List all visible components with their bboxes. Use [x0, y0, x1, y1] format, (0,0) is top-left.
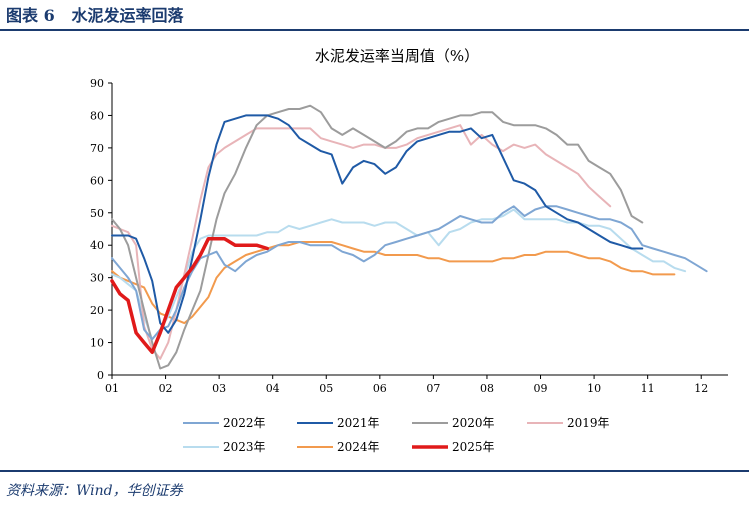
series-line-2019年 [111, 124, 612, 360]
legend-item: 2025年 [412, 440, 495, 454]
legend-item: 2022年 [183, 416, 266, 430]
x-tick-label: 06 [373, 382, 387, 395]
figure-header: 图表 6 水泥发运率回落 [0, 0, 749, 30]
x-tick-label: 12 [694, 382, 708, 395]
legend-item: 2020年 [412, 416, 495, 430]
y-tick-label: 40 [90, 239, 104, 252]
x-tick-label: 02 [159, 382, 173, 395]
series-line-2020年 [111, 104, 644, 370]
y-tick-label: 50 [90, 207, 104, 220]
y-tick-label: 80 [90, 109, 104, 122]
legend-label: 2023年 [223, 440, 266, 454]
legend-label: 2021年 [337, 416, 380, 430]
x-tick-label: 11 [641, 382, 655, 395]
legend-item: 2024年 [297, 440, 380, 454]
legend: 2022年 2021年 2020年 2019年 2023年 2024年 2025年 [183, 416, 610, 454]
y-tick-label: 70 [90, 142, 104, 155]
figure-title: 图表 6 水泥发运率回落 [6, 2, 183, 26]
series-layer [110, 104, 708, 370]
axes: 0 10 20 30 40 50 60 70 80 90 01 02 03 04 05 06 07 08 09 10 1… [90, 77, 728, 395]
x-tick-label: 07 [426, 382, 440, 395]
legend-label: 2025年 [452, 440, 495, 454]
legend-item: 2019年 [527, 416, 610, 430]
x-tick-label: 01 [105, 382, 119, 395]
x-tick-label: 05 [319, 382, 333, 395]
series-line-2021年 [111, 114, 644, 334]
figure-title-text: 水泥发运率回落 [71, 6, 184, 25]
figure-label: 图表 6 [6, 6, 55, 25]
x-tick-label: 08 [480, 382, 494, 395]
series-line-2024年 [111, 241, 676, 325]
series-line-2025年 [110, 236, 270, 355]
x-tick-label: 09 [534, 382, 548, 395]
y-tick-label: 30 [90, 272, 104, 285]
legend-label: 2022年 [223, 416, 266, 430]
series-line-2023年 [111, 208, 687, 341]
y-tick-label: 90 [90, 77, 104, 90]
y-tick-label: 60 [90, 174, 104, 187]
legend-item: 2023年 [183, 440, 266, 454]
x-tick-label: 04 [266, 382, 280, 395]
x-tick-label: 10 [587, 382, 601, 395]
legend-label: 2024年 [337, 440, 380, 454]
legend-label: 2020年 [452, 416, 495, 430]
source-note: 资料来源：Wind，华创证券 [6, 483, 183, 499]
y-tick-label: 10 [90, 337, 104, 350]
series-line-2022年 [111, 205, 708, 341]
y-tick-label: 20 [90, 304, 104, 317]
legend-label: 2019年 [567, 416, 610, 430]
legend-item: 2021年 [297, 416, 380, 430]
y-tick-label: 0 [97, 369, 104, 382]
x-tick-label: 03 [212, 382, 226, 395]
bottom-rule [0, 470, 749, 472]
chart-title: 水泥发运率当周值（%） [315, 47, 479, 65]
top-rule [0, 29, 749, 31]
